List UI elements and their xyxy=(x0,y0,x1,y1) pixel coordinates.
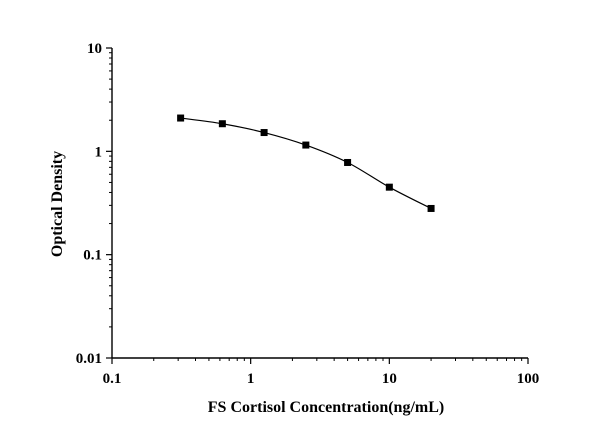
data-series xyxy=(177,114,435,212)
series-line xyxy=(180,117,432,209)
data-point xyxy=(177,114,185,122)
y-tick-label: 0.01 xyxy=(76,351,102,367)
y-axis-ticks: 0.01 0.1 1 10 xyxy=(76,41,112,367)
x-axis-title: FS Cortisol Concentration(ng/mL) xyxy=(208,399,444,416)
data-point xyxy=(385,183,393,191)
data-point xyxy=(218,120,226,128)
x-tick-label: 0.1 xyxy=(103,371,122,387)
y-axis-title: Optical Density xyxy=(49,151,66,257)
y-tick-label: 0.1 xyxy=(83,248,102,264)
y-tick-label: 1 xyxy=(95,144,103,160)
y-tick-label: 10 xyxy=(87,41,102,57)
data-point xyxy=(302,141,310,149)
data-point xyxy=(427,204,435,212)
axes xyxy=(111,48,528,359)
x-tick-label: 1 xyxy=(247,371,255,387)
x-tick-label: 10 xyxy=(382,371,397,387)
data-point xyxy=(344,158,352,166)
x-tick-label: 100 xyxy=(517,371,540,387)
data-point xyxy=(260,129,268,137)
x-axis-ticks: 0.1 1 10 100 xyxy=(103,358,540,387)
